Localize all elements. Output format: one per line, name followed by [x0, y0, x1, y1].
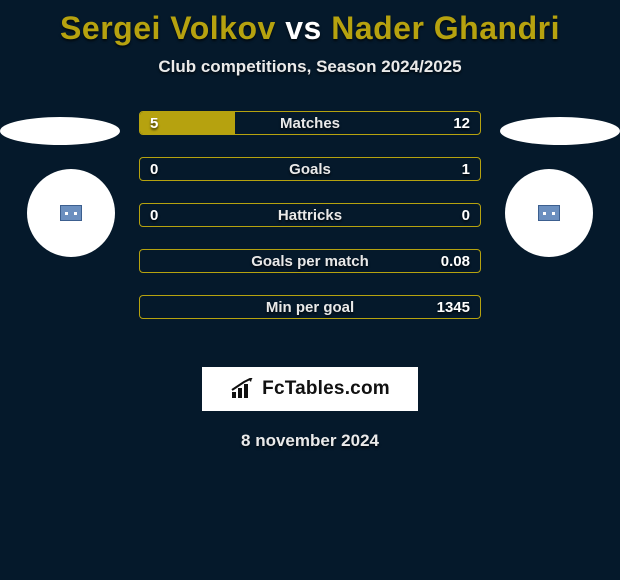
date-text: 8 november 2024: [0, 431, 620, 451]
stat-value-right: 12: [453, 112, 470, 134]
player2-flag-icon: [538, 205, 560, 221]
stat-row: 0Goals1: [139, 157, 481, 181]
stat-row: Goals per match0.08: [139, 249, 481, 273]
vs-text: vs: [285, 10, 322, 46]
page-title: Sergei Volkov vs Nader Ghandri: [0, 0, 620, 47]
stat-label: Goals per match: [140, 250, 480, 272]
stats-bars: 5Matches120Goals10Hattricks0Goals per ma…: [139, 111, 481, 341]
stat-value-right: 0.08: [441, 250, 470, 272]
player1-name: Sergei Volkov: [60, 10, 276, 46]
stat-label: Hattricks: [140, 204, 480, 226]
brand-box: FcTables.com: [202, 367, 418, 411]
subtitle: Club competitions, Season 2024/2025: [0, 57, 620, 77]
player1-flag-icon: [60, 205, 82, 221]
stat-value-right: 1345: [437, 296, 470, 318]
stat-label: Matches: [140, 112, 480, 134]
decor-ellipse-right: [500, 117, 620, 145]
comparison-stage: 5Matches120Goals10Hattricks0Goals per ma…: [0, 111, 620, 351]
stat-label: Goals: [140, 158, 480, 180]
player1-disc: [27, 169, 115, 257]
brand-chart-icon: [230, 378, 256, 400]
stat-row: 5Matches12: [139, 111, 481, 135]
stat-label: Min per goal: [140, 296, 480, 318]
brand-text: FcTables.com: [262, 378, 390, 400]
stat-value-right: 1: [462, 158, 470, 180]
stat-row: 0Hattricks0: [139, 203, 481, 227]
player2-name: Nader Ghandri: [331, 10, 560, 46]
decor-ellipse-left: [0, 117, 120, 145]
stat-value-right: 0: [462, 204, 470, 226]
stat-row: Min per goal1345: [139, 295, 481, 319]
player2-disc: [505, 169, 593, 257]
